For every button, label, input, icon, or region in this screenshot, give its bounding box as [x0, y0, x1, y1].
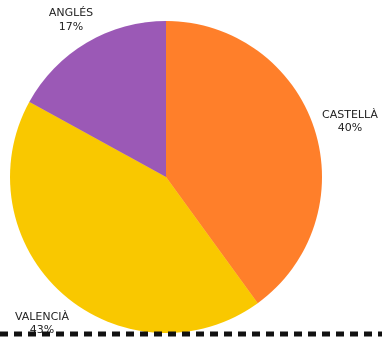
slice-percent-castella: 40%	[338, 121, 362, 134]
pie-slices	[10, 21, 323, 333]
pie-slice-angles	[29, 21, 166, 177]
slice-label-valencia: VALENCIÀ	[15, 310, 70, 323]
slice-label-castella: CASTELLÀ	[322, 108, 378, 121]
slice-label-angles: ANGLÉS	[49, 6, 93, 19]
pie-slice-castella	[166, 21, 323, 304]
slice-percent-angles: 17%	[59, 20, 83, 33]
pie-slice-valencia	[10, 101, 258, 333]
